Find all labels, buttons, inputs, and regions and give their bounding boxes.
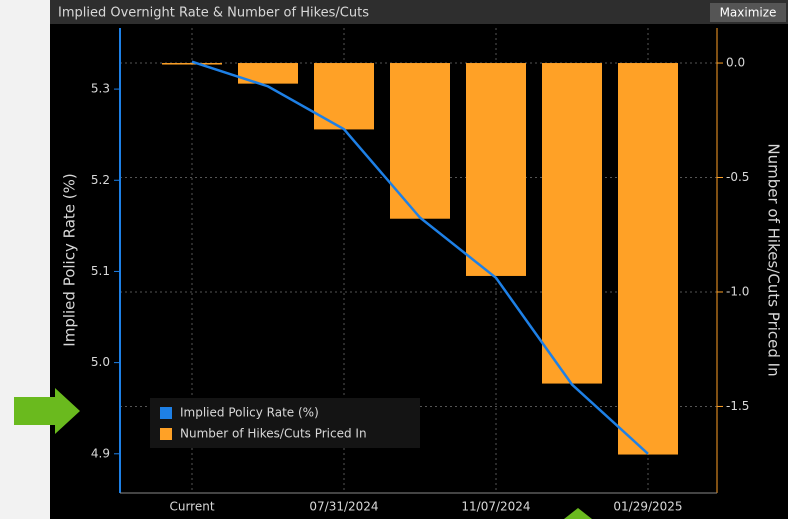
bar	[466, 63, 526, 276]
legend-swatch	[160, 407, 172, 419]
arrow-bottom	[564, 508, 592, 519]
bar	[542, 63, 602, 384]
y-tick-label: 5.3	[91, 82, 110, 96]
maximize-button[interactable]	[710, 3, 786, 22]
y2-tick-label: -0.5	[726, 170, 749, 184]
y-tick-label: 5.1	[91, 264, 110, 278]
x-tick-label: 07/31/2024	[309, 500, 378, 514]
y2-tick-label: 0.0	[726, 56, 745, 70]
header-bar	[50, 0, 788, 24]
bar	[238, 63, 298, 84]
x-tick-label: 01/29/2025	[613, 500, 682, 514]
bar	[162, 63, 222, 65]
y2-axis-label: Number of Hikes/Cuts Priced In	[765, 143, 783, 376]
x-tick-label: 11/07/2024	[461, 500, 530, 514]
legend-label: Number of Hikes/Cuts Priced In	[180, 427, 367, 441]
maximize-label[interactable]: Maximize	[720, 6, 777, 20]
line	[191, 60, 649, 455]
legend: Implied Policy Rate (%) Number of Hikes/C…	[150, 398, 420, 448]
y-tick-label: 5.2	[91, 173, 110, 187]
legend-label: Implied Policy Rate (%)	[180, 406, 319, 420]
y-tick-label: 4.9	[91, 446, 110, 460]
y-tick-label: 5.0	[91, 355, 110, 369]
y2-tick-label: -1.5	[726, 399, 749, 413]
legend-box	[150, 398, 420, 448]
bar	[618, 63, 678, 455]
x-tick-label: Current	[169, 500, 214, 514]
y2-tick-label: -1.0	[726, 284, 749, 298]
bar	[390, 63, 450, 219]
legend-swatch	[160, 428, 172, 440]
bar	[314, 63, 374, 130]
arrow-left	[14, 388, 80, 434]
chart-title: Implied Overnight Rate & Number of Hikes…	[58, 6, 369, 21]
y-axis-label: Implied Policy Rate (%)	[61, 173, 79, 346]
